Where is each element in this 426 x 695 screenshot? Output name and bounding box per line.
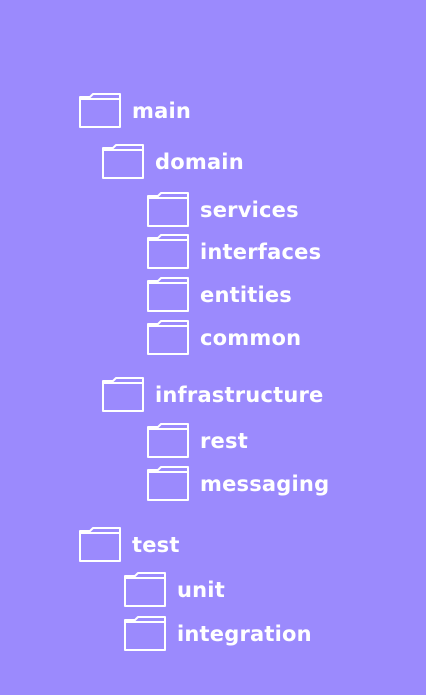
- tree-node-services: services: [146, 191, 299, 228]
- folder-icon: [146, 276, 190, 313]
- node-label-unit: unit: [177, 578, 225, 602]
- tree-node-common: common: [146, 319, 301, 356]
- node-label-integration: integration: [177, 622, 312, 646]
- node-label-services: services: [200, 198, 299, 222]
- folder-icon: [146, 422, 190, 459]
- node-label-infrastructure: infrastructure: [155, 383, 324, 407]
- node-label-main: main: [132, 99, 192, 123]
- tree-node-messaging: messaging: [146, 465, 329, 502]
- node-label-entities: entities: [200, 283, 293, 307]
- node-label-interfaces: interfaces: [200, 240, 322, 264]
- folder-icon: [146, 191, 190, 228]
- folder-icon: [123, 571, 167, 608]
- tree-node-main: main: [78, 92, 191, 129]
- tree-node-test: test: [78, 526, 180, 563]
- folder-icon: [146, 319, 190, 356]
- folder-icon: [78, 92, 122, 129]
- folder-icon: [123, 615, 167, 652]
- folder-icon: [146, 233, 190, 270]
- tree-node-rest: rest: [146, 422, 248, 459]
- folder-icon: [101, 376, 145, 413]
- folder-icon: [78, 526, 122, 563]
- node-label-rest: rest: [200, 429, 248, 453]
- node-label-messaging: messaging: [200, 472, 330, 496]
- node-label-test: test: [132, 533, 180, 557]
- tree-node-infrastructure: infrastructure: [101, 376, 324, 413]
- tree-node-integration: integration: [123, 615, 312, 652]
- node-label-domain: domain: [155, 150, 244, 174]
- tree-node-unit: unit: [123, 571, 225, 608]
- tree-node-interfaces: interfaces: [146, 233, 321, 270]
- tree-node-entities: entities: [146, 276, 292, 313]
- tree-node-domain: domain: [101, 143, 244, 180]
- folder-icon: [101, 143, 145, 180]
- node-label-common: common: [200, 326, 302, 350]
- folder-icon: [146, 465, 190, 502]
